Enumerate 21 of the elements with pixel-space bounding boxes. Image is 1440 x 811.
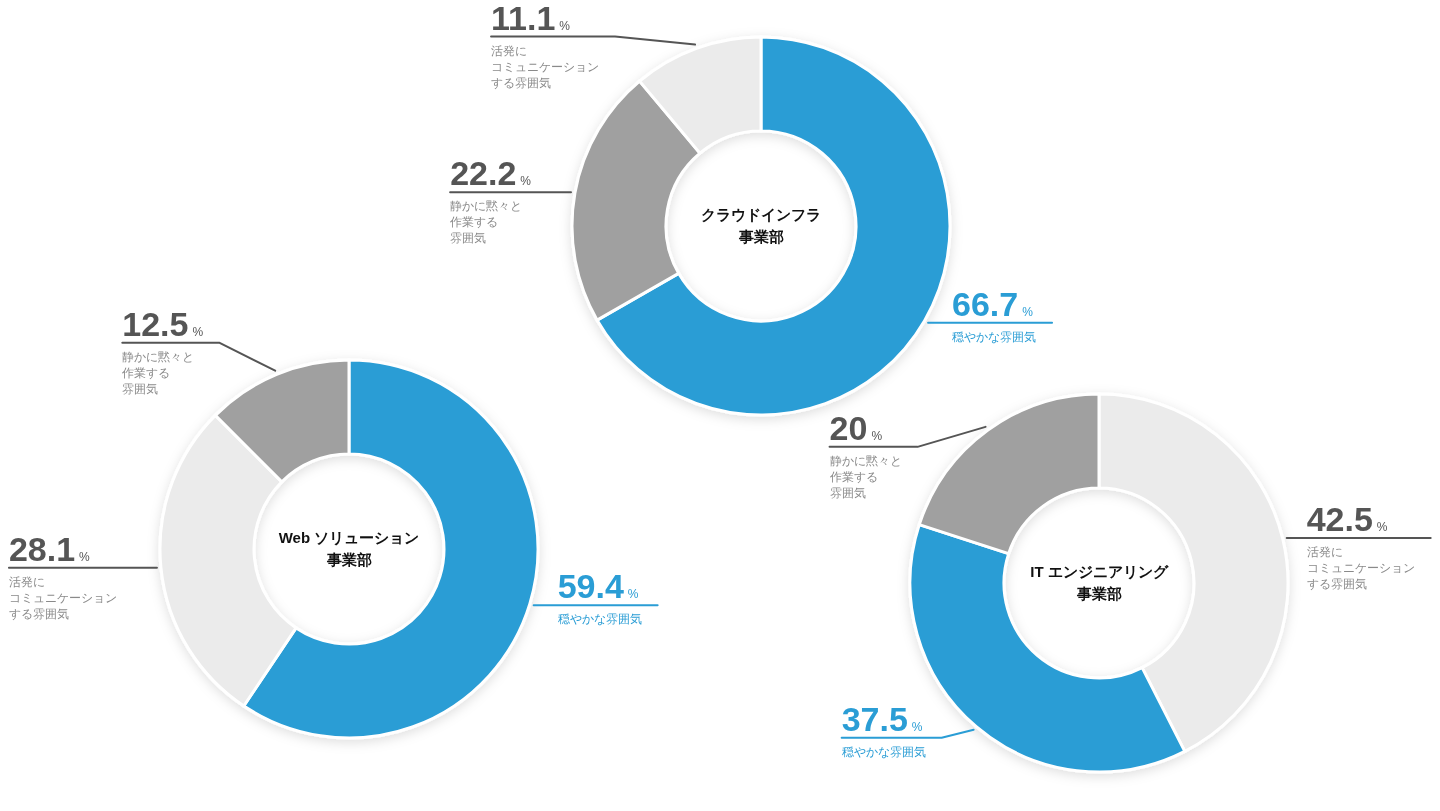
slice-label: 静かに黙々と作業する雰囲気	[828, 454, 902, 499]
data-label: 20%	[829, 408, 883, 447]
text: Web ソリューション事業部	[278, 529, 420, 568]
slice-label: 穏やかな雰囲気	[952, 330, 1037, 344]
data-label: 37.5%	[841, 699, 923, 738]
slice-label: 静かに黙々と作業する雰囲気	[121, 350, 195, 395]
data-label: 66.7%	[952, 284, 1034, 323]
data-label: 42.5%	[1306, 499, 1388, 538]
data-label: 12.5%	[122, 304, 204, 343]
slice-label: 穏やかな雰囲気	[841, 745, 926, 759]
data-label: 28.1%	[8, 529, 91, 568]
slice-label: 活発にコミュニケーションする雰囲気	[491, 44, 600, 90]
text: クラウドインフラ事業部	[701, 206, 821, 245]
slice-label: 活発にコミュニケーションする雰囲気	[8, 575, 117, 621]
data-label: 22.2%	[450, 154, 532, 193]
data-label: 59.4%	[557, 567, 639, 606]
slice-label: 活発にコミュニケーションする雰囲気	[1306, 545, 1415, 591]
slice-label: 穏やかな雰囲気	[557, 613, 642, 627]
text: IT エンジニアリング事業部	[1030, 563, 1169, 602]
slice-label: 静かに黙々と作業する雰囲気	[449, 200, 523, 245]
data-label: 11.1%	[491, 0, 571, 37]
